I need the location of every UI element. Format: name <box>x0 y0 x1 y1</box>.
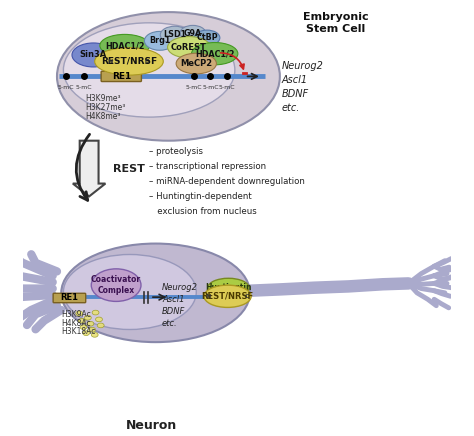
Ellipse shape <box>145 31 175 50</box>
Text: HDAC1/2: HDAC1/2 <box>195 49 235 58</box>
Text: H3K9me³: H3K9me³ <box>85 94 120 102</box>
Text: 5-mC: 5-mC <box>57 85 74 90</box>
Ellipse shape <box>168 37 210 58</box>
Text: CtBP: CtBP <box>196 33 218 42</box>
Text: Neurog2
Ascl1
BDNF
etc.: Neurog2 Ascl1 BDNF etc. <box>162 283 198 328</box>
Text: Sin3A: Sin3A <box>80 51 107 59</box>
Text: 5-mC: 5-mC <box>75 85 92 90</box>
Ellipse shape <box>91 333 98 337</box>
Ellipse shape <box>80 325 87 330</box>
FancyBboxPatch shape <box>101 71 141 82</box>
Ellipse shape <box>204 285 251 307</box>
Text: 5-mC: 5-mC <box>202 85 219 90</box>
Text: – transcriptional repression: – transcriptional repression <box>149 162 266 171</box>
Ellipse shape <box>89 327 96 332</box>
Ellipse shape <box>72 43 115 67</box>
Ellipse shape <box>57 12 280 141</box>
Text: RE1: RE1 <box>60 293 78 303</box>
Ellipse shape <box>95 48 163 75</box>
Ellipse shape <box>180 25 206 41</box>
Ellipse shape <box>100 34 150 57</box>
Ellipse shape <box>64 255 196 330</box>
Ellipse shape <box>78 318 85 323</box>
Text: MeCP2: MeCP2 <box>180 59 212 68</box>
Text: Huntingtin: Huntingtin <box>205 283 252 292</box>
Ellipse shape <box>97 323 104 328</box>
Text: HDAC1/2: HDAC1/2 <box>105 41 145 50</box>
Ellipse shape <box>194 30 220 45</box>
Text: CoREST: CoREST <box>171 43 207 52</box>
Ellipse shape <box>64 23 235 117</box>
FancyBboxPatch shape <box>53 293 86 303</box>
Text: H3K27me³: H3K27me³ <box>85 103 125 112</box>
Ellipse shape <box>84 315 91 320</box>
Text: H3K18Ac: H3K18Ac <box>61 327 96 336</box>
Text: RE1: RE1 <box>112 72 131 81</box>
Text: Neurog2
Ascl1
BDNF
etc.: Neurog2 Ascl1 BDNF etc. <box>282 61 324 113</box>
Text: C: C <box>245 294 249 299</box>
Text: Coactivator
Complex: Coactivator Complex <box>91 276 141 295</box>
Text: REST/NRSF: REST/NRSF <box>101 57 157 66</box>
Text: H4K8Ac: H4K8Ac <box>61 319 91 327</box>
Ellipse shape <box>191 43 238 65</box>
Text: Neuron: Neuron <box>126 419 177 432</box>
Ellipse shape <box>82 331 90 335</box>
Ellipse shape <box>87 321 94 326</box>
Text: Brg1: Brg1 <box>149 36 171 45</box>
Polygon shape <box>73 141 105 196</box>
Ellipse shape <box>76 311 82 316</box>
Text: Embryonic
Stem Cell: Embryonic Stem Cell <box>303 12 368 34</box>
Ellipse shape <box>208 278 249 297</box>
Text: H4K8me³: H4K8me³ <box>85 112 120 121</box>
Ellipse shape <box>91 269 141 301</box>
Text: 5-mC: 5-mC <box>186 85 202 90</box>
Text: – Huntingtin-dependent: – Huntingtin-dependent <box>149 192 252 201</box>
Ellipse shape <box>176 53 217 74</box>
Ellipse shape <box>160 26 190 44</box>
Text: H3K9Ac: H3K9Ac <box>61 310 91 319</box>
Text: – miRNA-dependent downregulation: – miRNA-dependent downregulation <box>149 177 305 186</box>
Text: N: N <box>108 59 113 64</box>
Text: – proteolysis: – proteolysis <box>149 147 203 156</box>
Text: REST/NRSF: REST/NRSF <box>201 292 254 301</box>
Text: REST: REST <box>113 164 145 174</box>
Ellipse shape <box>96 317 102 322</box>
Text: C: C <box>145 59 149 64</box>
Text: 5-mC: 5-mC <box>219 85 235 90</box>
Ellipse shape <box>92 310 99 315</box>
Text: G9A: G9A <box>184 29 202 37</box>
Text: N: N <box>205 294 210 299</box>
Ellipse shape <box>61 244 250 342</box>
Text: exclusion from nucleus: exclusion from nucleus <box>149 207 257 216</box>
Text: LSD1: LSD1 <box>163 31 186 39</box>
